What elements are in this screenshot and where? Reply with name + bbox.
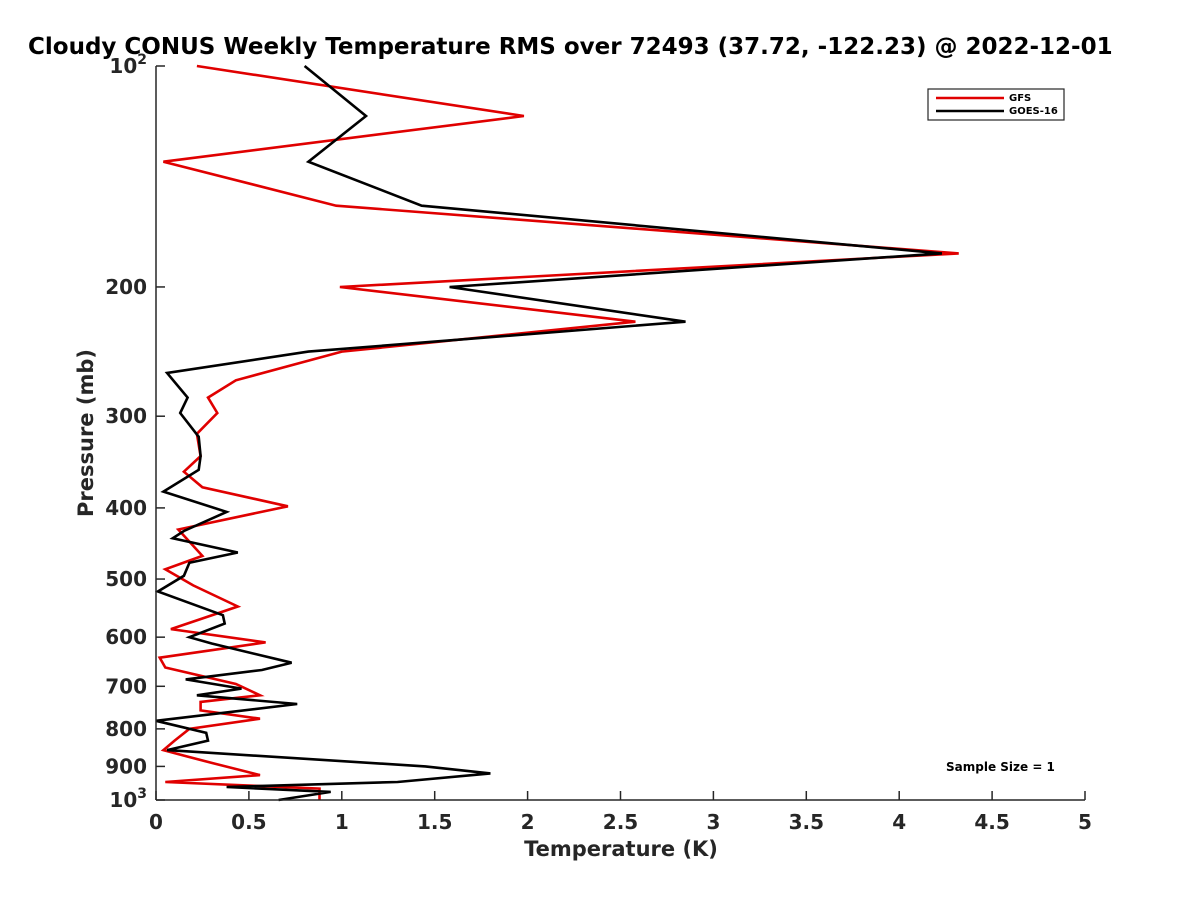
y-tick-label: 700 xyxy=(105,674,147,698)
y-tick-label: 103 xyxy=(109,786,147,812)
x-tick-label: 4.5 xyxy=(974,810,1009,834)
x-tick-label: 2.5 xyxy=(603,810,638,834)
y-tick-label: 200 xyxy=(105,275,147,299)
x-tick-label: 3.5 xyxy=(789,810,824,834)
x-tick-label: 1 xyxy=(335,810,349,834)
plot-area: 0 0.5 1 1.5 2 2.5 3 3.5 4 4.5 5 102 200 300 400 500 600… xyxy=(105,52,1092,834)
x-tick-label: 0.5 xyxy=(231,810,266,834)
y-axis-label: Pressure (mb) xyxy=(74,349,98,517)
legend-label-goes16: GOES-16 xyxy=(1009,106,1058,117)
legend-label-gfs: GFS xyxy=(1009,93,1031,104)
legend-box xyxy=(927,88,1065,121)
chart-title: Cloudy CONUS Weekly Temperature RMS over… xyxy=(28,34,1113,60)
x-tick-label: 0 xyxy=(149,810,163,834)
sample-size-annotation: Sample Size = 1 xyxy=(946,760,1055,774)
x-tick-label: 5 xyxy=(1078,810,1092,834)
x-axis-ticks: 0 0.5 1 1.5 2 2.5 3 3.5 4 4.5 5 xyxy=(149,791,1092,834)
y-axis-ticks: 102 200 300 400 500 600 700 800 900 103 xyxy=(105,52,165,812)
series-line-goes16 xyxy=(154,64,943,802)
y-tick-label: 102 xyxy=(109,52,147,78)
y-tick-label: 300 xyxy=(105,404,147,428)
x-tick-label: 1.5 xyxy=(417,810,452,834)
y-tick-label: 400 xyxy=(105,496,147,520)
y-tick-label: 500 xyxy=(105,567,147,591)
axes-layer xyxy=(155,66,1085,801)
series-line-gfs xyxy=(157,64,959,800)
x-tick-label: 3 xyxy=(706,810,720,834)
series-layer xyxy=(154,64,959,802)
x-tick-label: 2 xyxy=(521,810,535,834)
x-axis-label: Temperature (K) xyxy=(524,837,718,861)
y-tick-label: 900 xyxy=(105,754,147,778)
x-tick-label: 4 xyxy=(892,810,906,834)
y-tick-label: 800 xyxy=(105,717,147,741)
legend: GFS GOES-16 xyxy=(927,88,1065,121)
y-tick-label: 600 xyxy=(105,625,147,649)
